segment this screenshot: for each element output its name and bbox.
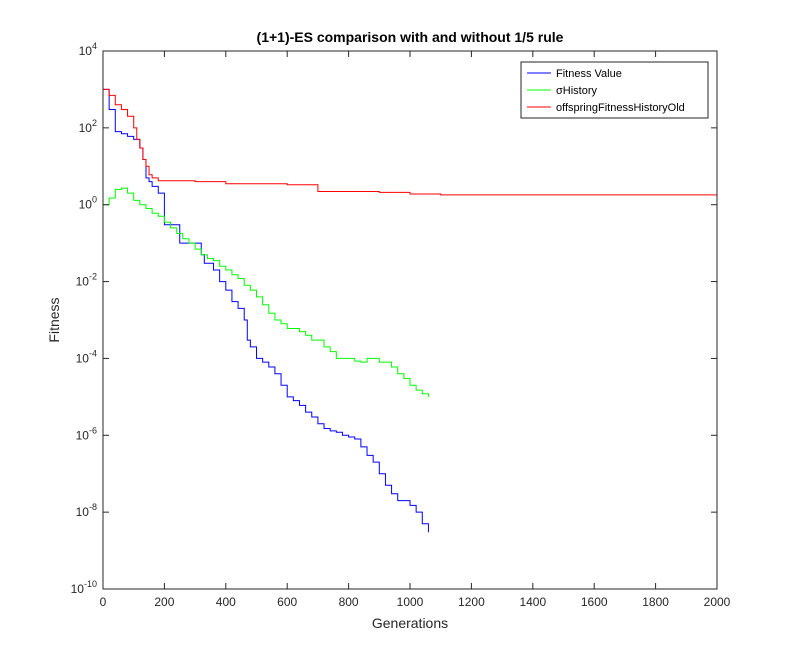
legend-label-1: σHistory	[556, 85, 598, 97]
plot-area	[103, 51, 717, 589]
x-tick-label-7: 1400	[519, 595, 546, 609]
x-tick-label-0: 0	[100, 595, 107, 609]
x-axis-label: Generations	[372, 615, 448, 631]
y-axis-label: Fitness	[46, 297, 62, 342]
x-tick-label-2: 400	[216, 595, 236, 609]
legend-label-0: Fitness Value	[556, 68, 622, 80]
series-line-2	[103, 88, 717, 196]
legend-box	[520, 61, 709, 119]
x-tick-label-6: 1200	[458, 595, 485, 609]
x-tick-label-8: 1600	[581, 595, 608, 609]
series-line-1	[103, 187, 429, 397]
chart-title: (1+1)-ES comparison with and without 1/5…	[257, 29, 564, 45]
axes-layer: 0 200 400 600 800 1000 1200 1400 1600 1800 200010-…	[71, 41, 731, 609]
legend: Fitness Value σHistory offspringFitnessHis…	[520, 61, 709, 119]
legend-label-2: offspringFitnessHistoryOld	[556, 102, 685, 114]
series-line-0	[103, 88, 429, 533]
series-layer	[103, 88, 717, 533]
x-tick-label-9: 1800	[642, 595, 669, 609]
x-tick-label-5: 1000	[397, 595, 424, 609]
x-tick-label-3: 600	[277, 595, 297, 609]
x-tick-label-10: 2000	[704, 595, 731, 609]
x-tick-label-1: 200	[154, 595, 174, 609]
x-tick-label-4: 800	[339, 595, 359, 609]
